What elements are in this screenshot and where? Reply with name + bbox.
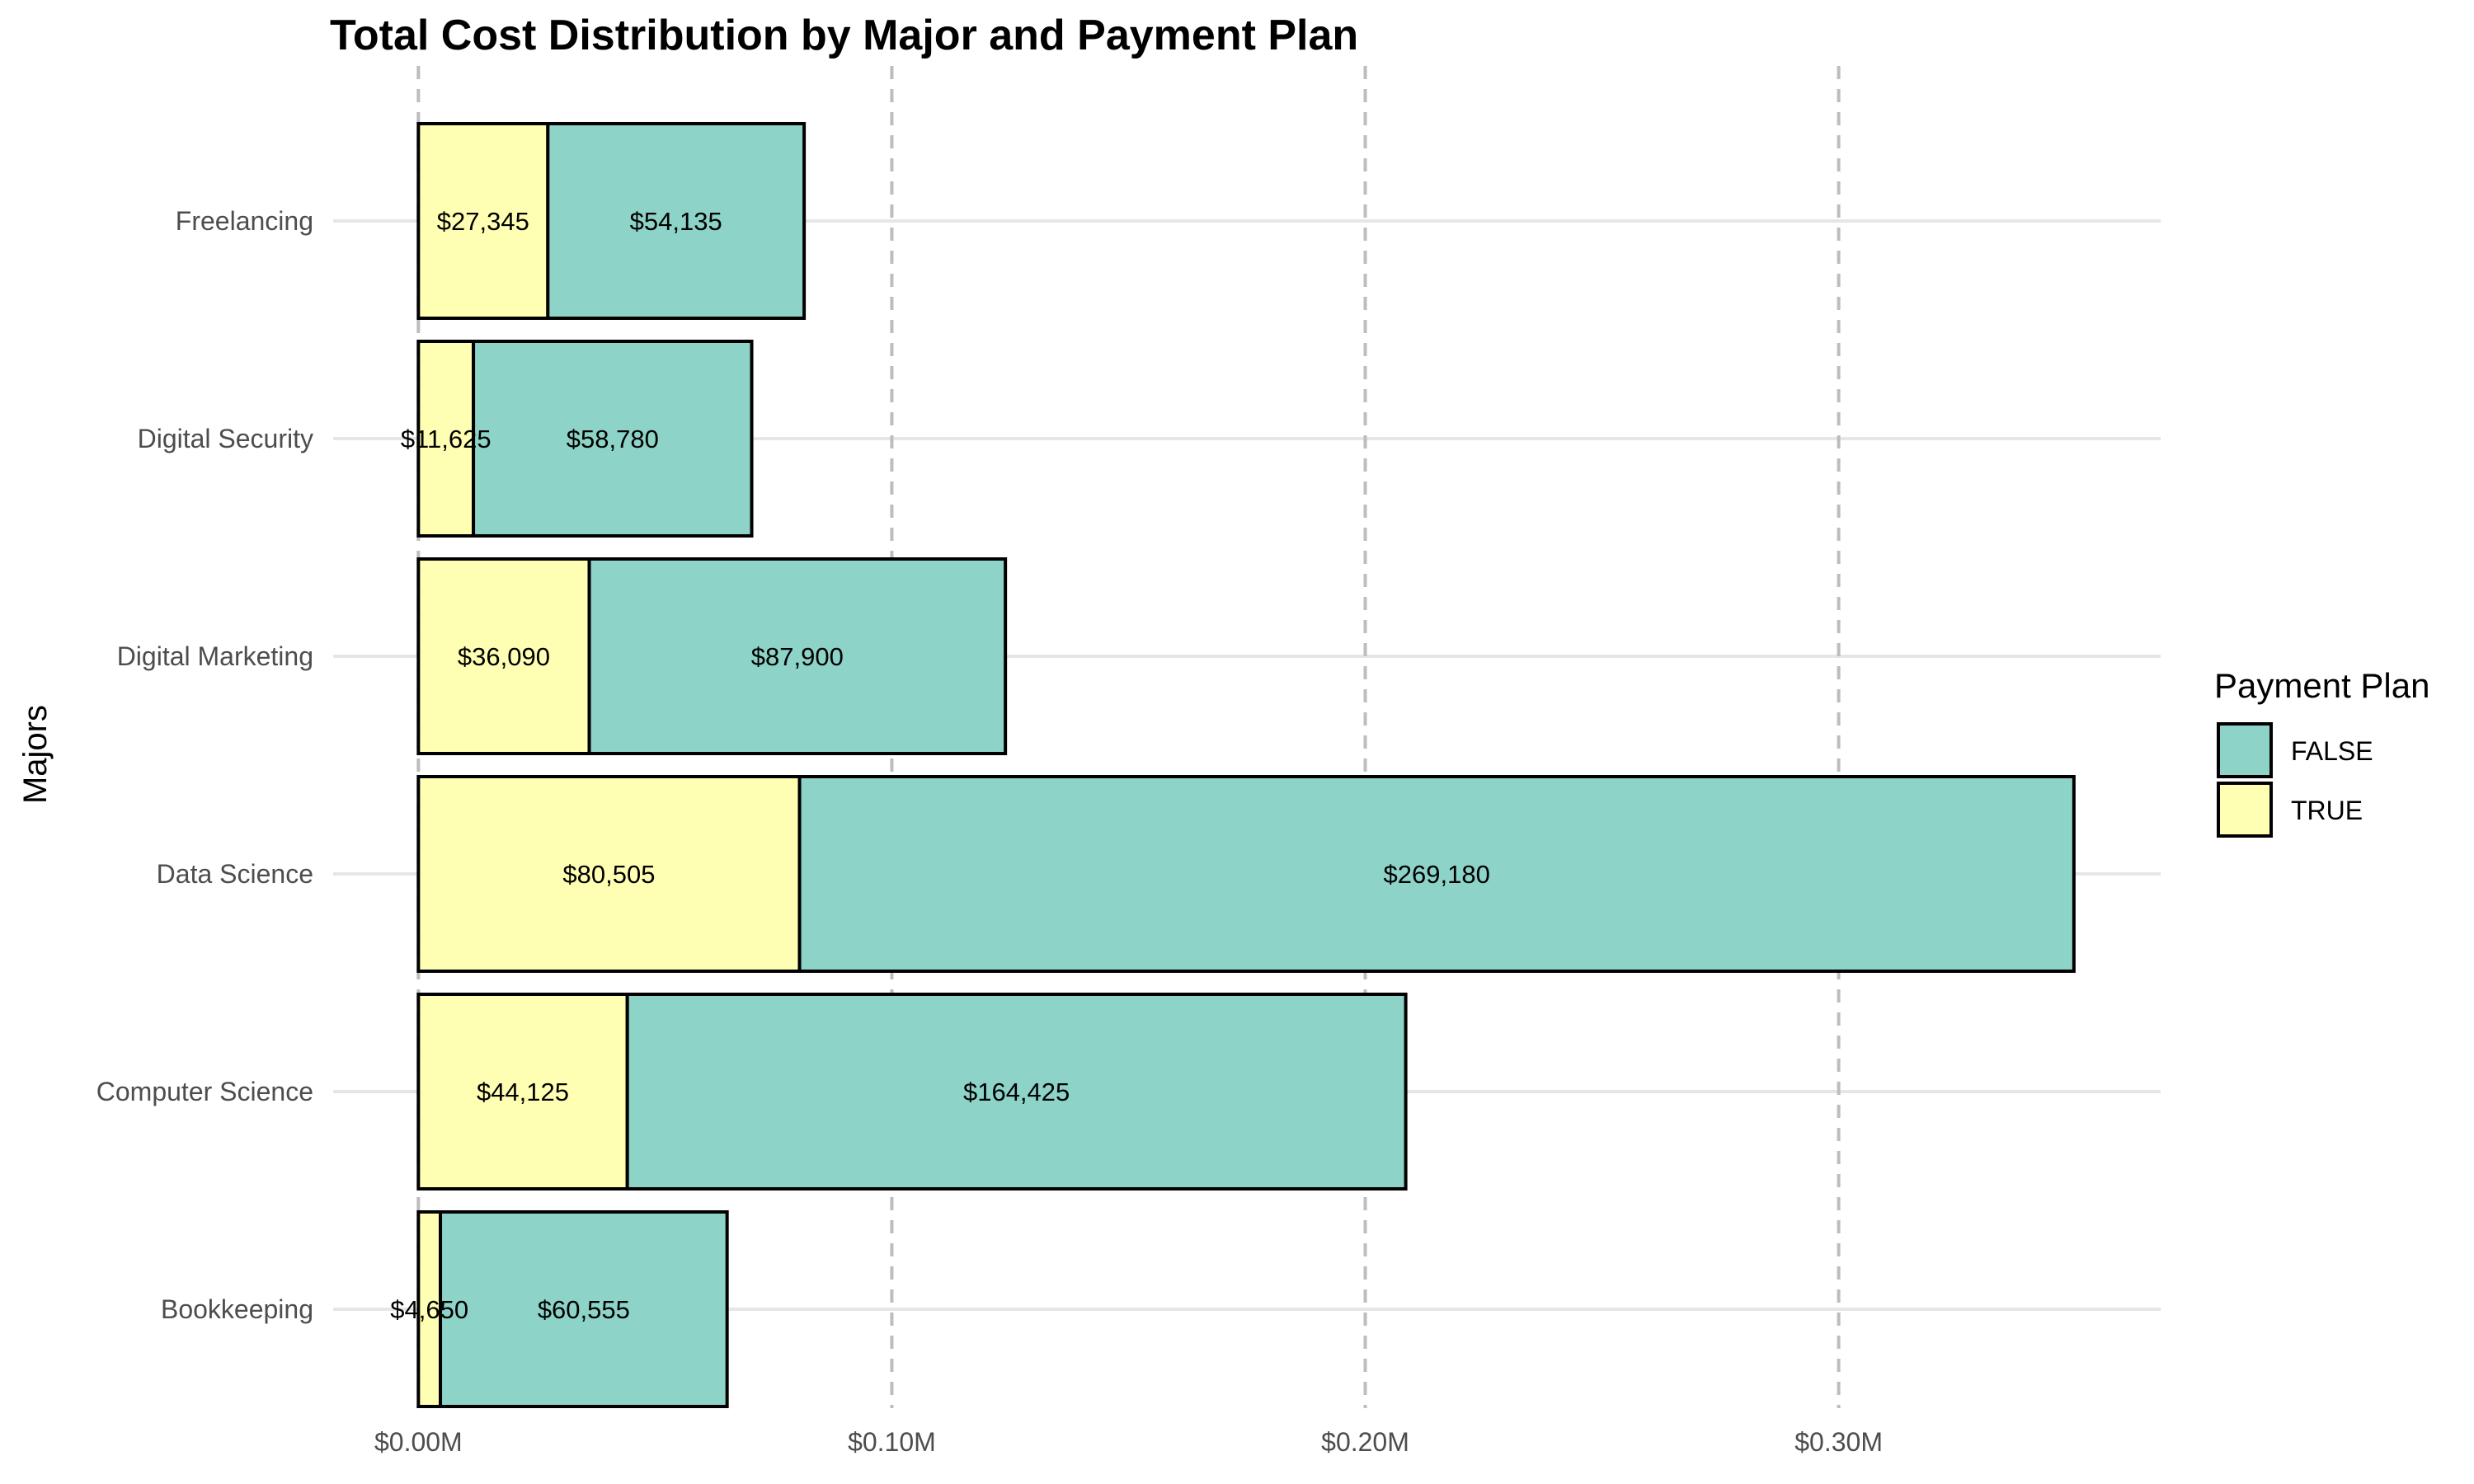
category-label: Data Science [157, 859, 313, 889]
data-label-true: $11,625 [401, 425, 492, 453]
x-tick-label: $0.10M [848, 1427, 936, 1457]
legend-label: FALSE [2291, 736, 2373, 766]
data-label-true: $80,505 [562, 860, 655, 889]
legend-title: Payment Plan [2214, 666, 2429, 705]
legend: Payment Plan FALSE TRUE [2214, 666, 2429, 838]
category-label: Computer Science [96, 1077, 313, 1106]
x-tick-label: $0.30M [1794, 1427, 1883, 1457]
bar-false-digital-security [472, 340, 754, 538]
bar-true-computer-science [416, 993, 629, 1190]
data-label-false: $269,180 [1384, 860, 1490, 889]
data-label-false: $87,900 [751, 642, 844, 671]
data-label-true: $44,125 [477, 1078, 569, 1106]
bar-false-bookkeeping [439, 1210, 729, 1408]
bar-false-data-science [797, 775, 2076, 973]
bar-true-freelancing [416, 122, 550, 320]
category-label: Freelancing [176, 206, 313, 236]
x-tick-labels: $0.00M $0.10M $0.20M $0.30M [374, 1427, 1883, 1457]
category-label: Digital Security [138, 424, 313, 453]
data-label-false: $58,780 [567, 425, 659, 453]
bar-true-bookkeeping [416, 1210, 443, 1408]
category-labels: Bookkeeping Computer Science Data Science D… [96, 206, 313, 1324]
chart-title: Total Cost Distribution by Major and Pay… [330, 12, 1358, 59]
x-tick-label: $0.20M [1321, 1427, 1409, 1457]
legend-swatch-true [2217, 782, 2273, 838]
data-label-true: $27,345 [437, 207, 529, 236]
data-label-false: $54,135 [630, 207, 722, 236]
x-tick-label: $0.00M [374, 1427, 463, 1457]
category-label: Digital Marketing [117, 641, 313, 671]
bar-false-freelancing [546, 122, 807, 320]
data-label-false: $164,425 [963, 1078, 1070, 1106]
y-axis-title: Majors [17, 705, 54, 804]
data-label-true: $36,090 [458, 642, 550, 671]
bar-false-computer-science [625, 993, 1408, 1190]
bar-false-digital-marketing [587, 557, 1008, 755]
legend-swatch-false [2217, 722, 2273, 778]
category-label: Bookkeeping [161, 1294, 313, 1324]
bars: $4,650 $60,555 $44,125 $164,425 $80,505 $269,… [390, 122, 2076, 1408]
legend-items: FALSE TRUE [2217, 722, 2373, 838]
data-label-false: $60,555 [538, 1295, 630, 1324]
bar-true-digital-marketing [416, 557, 591, 755]
data-label-true: $4,650 [390, 1295, 468, 1324]
legend-label: TRUE [2291, 796, 2363, 825]
bar-true-data-science [416, 775, 802, 973]
